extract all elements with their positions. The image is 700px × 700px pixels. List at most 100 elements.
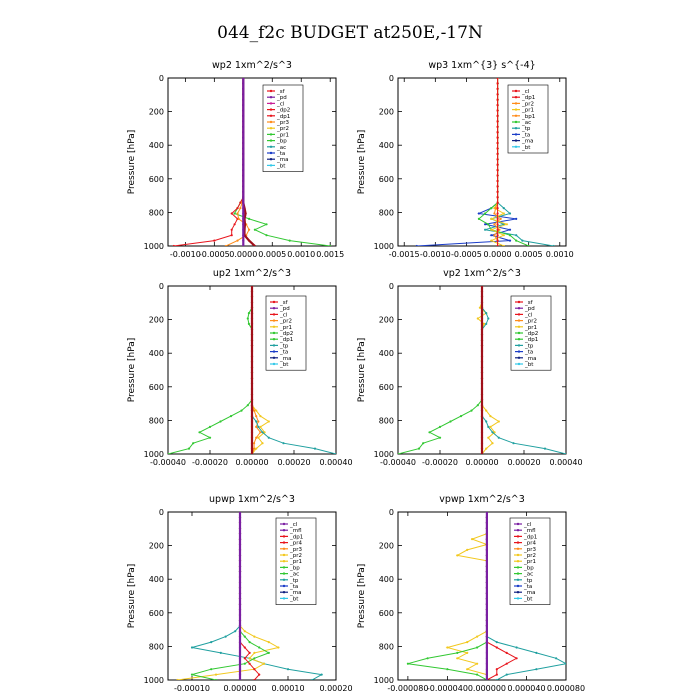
data-point [237,217,240,220]
data-point [233,223,236,226]
legend-marker [517,338,521,341]
data-point [242,78,245,80]
data-point [485,409,488,412]
legend-entry: _pr2 [289,553,302,559]
data-point [242,207,245,210]
legend-marker [269,89,273,93]
data-point [491,431,494,434]
series-line-yellow [445,512,489,680]
data-point [496,239,499,242]
data-point [248,641,251,644]
data-point [485,312,488,315]
data-point [480,393,484,396]
panel-title: up2 1xm^2/s^3 [213,268,291,279]
legend-marker [269,133,273,136]
data-point [255,409,258,412]
data-point [257,436,260,439]
data-point [257,425,260,428]
legend-entry: _tp [521,126,531,132]
data-point [466,651,469,655]
x-tick-label: 0.00000 [223,684,256,693]
data-point [496,174,499,177]
y-tick-label: 200 [149,542,164,551]
legend-marker [272,331,276,335]
y-axis-label: Pressure [hPa] [127,564,137,629]
data-point [496,114,499,117]
data-point [242,147,245,150]
legend-entry: _dp1 [289,534,303,540]
data-point [456,554,459,557]
data-point [208,436,212,439]
x-tick-label: 0.0005 [258,250,286,259]
data-point [253,657,256,660]
data-point [242,201,245,204]
data-point [485,630,488,633]
data-point [485,538,488,541]
legend-marker [282,535,286,538]
data-point [505,662,508,665]
data-point [438,425,442,428]
data-point [476,646,479,649]
data-point [242,114,245,117]
data-point [515,234,518,237]
x-tick-label: -0.00040 [150,458,186,467]
data-point [480,344,484,347]
data-point [238,532,242,535]
legend-marker [516,553,520,557]
data-point [490,207,493,210]
data-point [485,581,488,584]
data-point [242,163,245,166]
data-point [480,387,484,391]
data-point [487,425,490,428]
legend-entry: _tp [289,578,299,584]
x-tick-label: 0.0000 [484,250,512,259]
data-point [485,575,488,579]
data-point [242,228,245,231]
data-point [496,78,499,80]
data-point [238,516,242,519]
series-line-green [407,512,488,680]
data-point [480,328,484,331]
data-point [250,382,254,385]
panel-3: up2 1xm^2/s^3 Pressure [hPa] 0 200 400 600 800… [127,268,353,467]
data-point [480,371,484,374]
data-point [213,239,216,242]
data-point [485,543,488,546]
data-point [210,641,213,644]
data-point [505,651,508,655]
series-group [172,78,332,246]
x-tick-label: 0.00000 [465,458,498,467]
data-point [502,212,505,215]
data-point [250,339,254,342]
y-axis-label: Pressure [hPa] [357,130,367,195]
data-point [485,586,488,590]
data-point [250,317,254,320]
data-point [480,425,484,428]
data-point [456,651,459,655]
y-tick-label: 1000 [144,450,164,459]
data-point [253,651,256,655]
legend-entry: _pr2 [276,126,289,132]
legend-marker [272,362,276,366]
x-tick-label: 0.00040 [319,458,352,467]
x-tick-label: -0.000080 [387,684,428,693]
data-point [250,431,254,434]
legend-marker [514,145,518,148]
legend-marker [514,127,518,130]
data-point [496,141,499,145]
x-tick-label: 0.0000 [229,250,257,259]
data-point [243,223,247,226]
data-point [535,668,538,671]
data-point [250,425,254,428]
data-point [485,570,488,573]
data-point [238,603,242,606]
legend-marker [282,547,286,550]
data-point [505,673,508,676]
data-point [480,452,484,454]
data-point [320,673,323,676]
data-point [238,678,242,680]
data-point [485,565,488,568]
data-point [250,442,254,445]
series-line-green [168,286,253,454]
legend-marker [282,522,286,526]
